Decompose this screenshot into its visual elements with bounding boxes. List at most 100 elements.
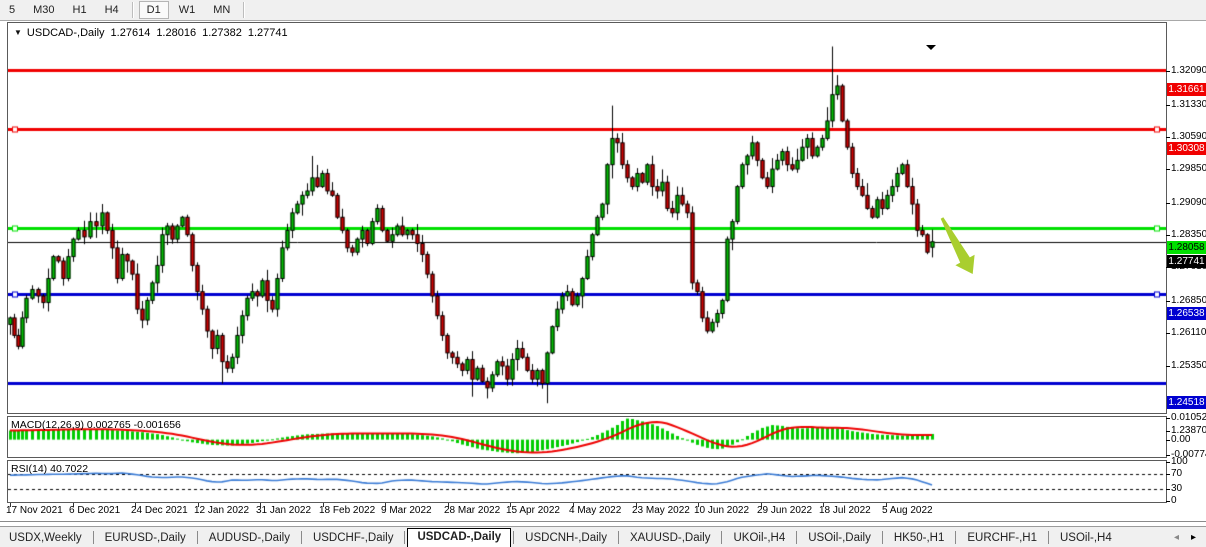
macd-label: MACD(12,26,9) 0.002765 -0.001656 (11, 419, 181, 431)
time-axis-tick (323, 503, 324, 507)
price-axis-label: 1.26850 (1171, 295, 1206, 306)
timeframe-button-mn[interactable]: MN (213, 4, 231, 16)
time-axis-label: 4 May 2022 (569, 505, 622, 516)
quote-close: 1.27741 (247, 27, 288, 39)
tab-separator (196, 531, 198, 544)
tab-hk50h1[interactable]: HK50-,H1 (893, 532, 945, 544)
tab-separator (1048, 531, 1049, 544)
timeframe-button-h1[interactable]: H1 (72, 4, 87, 16)
price-axis-tick (1166, 431, 1170, 432)
time-axis-tick (510, 503, 511, 507)
time-axis-tick (73, 503, 74, 507)
tab-separator (796, 531, 798, 544)
rsi-pane-canvas[interactable] (7, 460, 1167, 503)
time-axis-tick (886, 503, 887, 507)
timeframe-button-h4[interactable]: H4 (104, 4, 119, 16)
price-axis-tick (1166, 105, 1170, 106)
current-price-badge: 1.27741 (1167, 255, 1206, 268)
timeframe-button-m30[interactable]: M30 (33, 4, 55, 16)
rsi-axis-label: 100 (1171, 456, 1188, 467)
tab-usdcaddaily[interactable]: USDCAD-,Daily (407, 528, 512, 547)
price-axis-tick (1166, 455, 1170, 456)
window-divider (0, 521, 1206, 522)
time-axis-label: 18 Jul 2022 (819, 505, 871, 516)
tab-separator (92, 531, 94, 544)
macd-pane-canvas[interactable] (7, 416, 1167, 458)
time-axis-label: 29 Jun 2022 (757, 505, 813, 516)
time-axis-tick (135, 503, 136, 507)
macd-signal-value: -0.001656 (133, 419, 181, 431)
time-axis-label: 17 Nov 2021 (6, 505, 63, 516)
rsi-axis-label: 30 (1171, 483, 1183, 494)
timeframe-button-5[interactable]: 5 (9, 4, 16, 16)
price-axis-tick (1166, 203, 1170, 204)
price-axis-label: 1.25350 (1171, 360, 1206, 371)
scroll-left-icon[interactable]: ◂ (1173, 531, 1179, 543)
price-axis-label: 1.29090 (1171, 197, 1206, 208)
time-axis-label: 6 Dec 2021 (69, 505, 121, 516)
time-axis-tick (823, 503, 824, 507)
tab-separator (955, 531, 957, 544)
price-chart-canvas[interactable] (7, 22, 1167, 414)
time-axis-tick (636, 503, 637, 507)
time-axis-label: 10 Jun 2022 (694, 505, 750, 516)
timeframe-button-d1[interactable]: D1 (138, 1, 169, 19)
tab-separator (617, 531, 619, 544)
price-axis-label: 1.32090 (1171, 65, 1206, 76)
price-axis-tick (1166, 137, 1170, 138)
macd-axis-label: 0.01052 (1171, 412, 1206, 423)
quote-high: 1.28016 (156, 27, 197, 39)
tab-ukoilh4[interactable]: UKOil-,H4 (733, 532, 786, 544)
price-axis-tick (1166, 366, 1170, 367)
price-axis-tick (1166, 333, 1170, 334)
price-level-badge: 1.30308 (1167, 142, 1206, 155)
chart-title: ▼ USDCAD-,Daily 1.27614 1.28016 1.27382 1.277… (14, 27, 288, 39)
time-axis-tick (573, 503, 574, 507)
tab-eurchfh1[interactable]: EURCHF-,H1 (967, 532, 1037, 544)
price-level-badge: 1.28058 (1167, 241, 1206, 254)
tab-usdcnhdaily[interactable]: USDCNH-,Daily (525, 532, 607, 544)
price-axis-tick (1166, 501, 1170, 502)
time-axis-tick (448, 503, 449, 507)
price-axis-tick (1166, 169, 1170, 170)
tab-separator (721, 531, 723, 544)
tab-audusddaily[interactable]: AUDUSD-,Daily (208, 532, 290, 544)
down-arrow-annotation[interactable] (938, 216, 980, 280)
tab-separator (881, 531, 883, 544)
tab-xauusddaily[interactable]: XAUUSD-,Daily (629, 532, 711, 544)
toolbar-separator (131, 2, 134, 18)
quote-low: 1.27382 (202, 27, 242, 39)
rsi-axis-label: 70 (1171, 468, 1183, 479)
rsi-axis-label: 0 (1171, 495, 1177, 506)
rsi-label: RSI(14) 40.7022 (11, 463, 89, 475)
tab-usoildaily[interactable]: USOil-,Daily (808, 532, 871, 544)
chart-window: ▼ USDCAD-,Daily 1.27614 1.28016 1.27382 1.277… (0, 21, 1206, 526)
time-axis-tick (198, 503, 199, 507)
price-axis-tick (1166, 301, 1170, 302)
toolbar-separator (243, 2, 246, 18)
price-axis-label: 1.30590 (1171, 131, 1206, 142)
tab-usoilh4[interactable]: USOil-,H4 (1060, 532, 1112, 544)
time-axis-tick (698, 503, 699, 507)
price-axis-tick (1166, 440, 1170, 441)
price-level-badge: 1.26538 (1167, 307, 1206, 320)
price-axis-tick (1166, 235, 1170, 236)
timeframe-toolbar: 5 M30 H1 H4 D1 W1 MN (0, 0, 1206, 21)
tab-separator (513, 531, 515, 544)
tab-separator (300, 531, 302, 544)
tab-eurusddaily[interactable]: EURUSD-,Daily (104, 532, 186, 544)
quote-open: 1.27614 (110, 27, 151, 39)
price-level-badge: 1.24518 (1167, 396, 1206, 409)
price-axis-label: 1.29850 (1171, 163, 1206, 174)
tab-scroll-buttons: ◂ ▸ (1168, 527, 1206, 547)
chart-shift-marker-icon[interactable] (926, 45, 936, 50)
tab-usdxweekly[interactable]: USDX,Weekly (9, 532, 82, 544)
tab-usdchfdaily[interactable]: USDCHF-,Daily (312, 532, 394, 544)
scroll-right-icon[interactable]: ▸ (1190, 531, 1196, 543)
price-axis-label: 1.28350 (1171, 229, 1206, 240)
price-level-badge: 1.31661 (1167, 83, 1206, 96)
timeframe-button-w1[interactable]: W1 (178, 4, 196, 16)
symbol-dropdown-icon[interactable]: ▼ (14, 28, 22, 37)
tab-separator (404, 531, 406, 544)
price-axis-label: 1.31330 (1171, 99, 1206, 110)
